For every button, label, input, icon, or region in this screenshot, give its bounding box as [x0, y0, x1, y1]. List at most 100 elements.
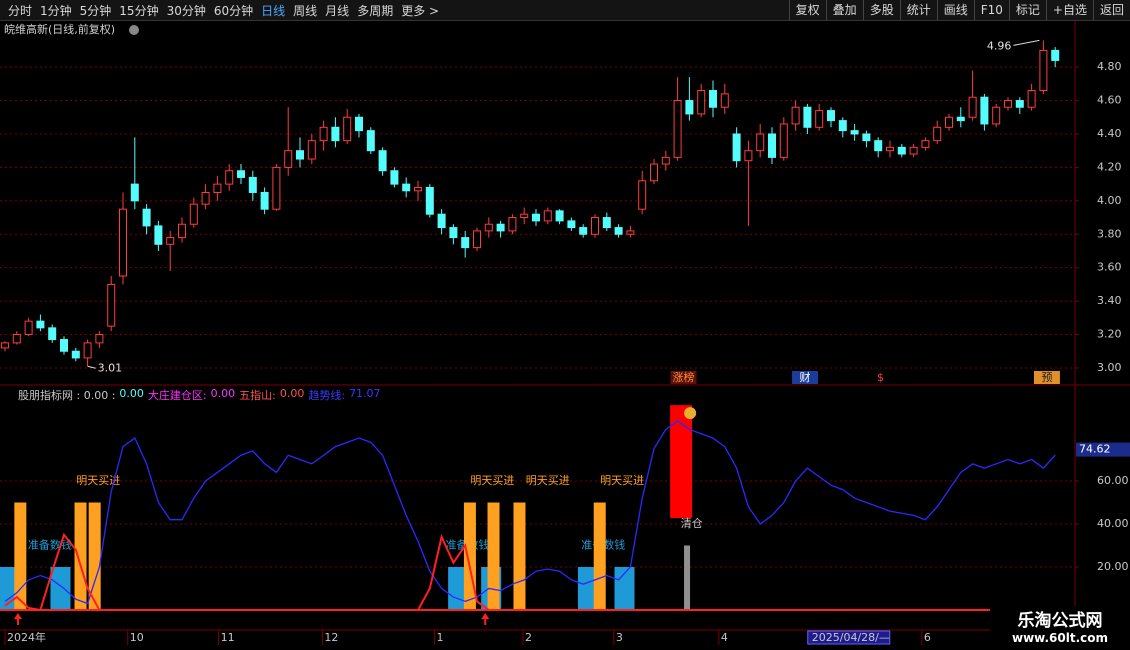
candle-body	[1027, 90, 1036, 108]
y-tick-label: 4.60	[1097, 94, 1122, 107]
candle-body	[331, 126, 340, 142]
tool-button[interactable]: 返回	[1092, 0, 1130, 20]
period-tab[interactable]: 5分钟	[79, 3, 112, 18]
tool-button[interactable]: 画线	[936, 0, 974, 20]
candle-body	[130, 183, 139, 202]
candle-body	[626, 230, 635, 235]
tool-button[interactable]: 多股	[862, 0, 900, 20]
legend-item: 趋势线:	[308, 389, 346, 402]
x-tick-label: 2024年	[7, 630, 46, 644]
candle-body	[945, 116, 953, 128]
candle-body	[508, 217, 517, 232]
tool-button[interactable]: 标记	[1008, 0, 1046, 20]
candle-body	[473, 230, 481, 249]
signal-bar	[50, 566, 71, 610]
candle-body	[650, 163, 658, 182]
x-tick-label: 12	[324, 631, 338, 644]
candle-body	[909, 146, 918, 155]
candle-body	[803, 106, 812, 128]
watermark: 乐淘公式网 www.60lt.com	[990, 606, 1130, 650]
tool-button[interactable]: F10	[973, 0, 1009, 20]
date-highlight	[807, 630, 891, 645]
annotation-label: 4.96	[987, 39, 1012, 52]
candle-body	[720, 93, 729, 108]
candle-body	[166, 237, 175, 245]
y-tick-label: 4.40	[1097, 127, 1122, 140]
candle-body	[189, 203, 198, 225]
candle-body	[838, 120, 847, 132]
candle-body	[213, 183, 222, 193]
candle-body	[12, 334, 21, 344]
candle-body	[260, 191, 269, 210]
candle-body	[355, 116, 363, 132]
period-tab[interactable]: 日线	[261, 3, 286, 18]
candle-body	[956, 116, 965, 122]
candle-body	[402, 183, 411, 192]
legend-item: 0.00	[210, 387, 236, 400]
x-tick-label: 4	[721, 631, 728, 644]
candle-body	[673, 100, 682, 158]
signal-text: 清仓	[681, 516, 703, 530]
candle-body	[119, 208, 127, 277]
signal-text: 准备数钱	[28, 537, 72, 551]
period-tab[interactable]: 60分钟	[213, 3, 254, 18]
candle-body	[24, 320, 33, 336]
tool-button[interactable]: +自选	[1045, 0, 1093, 20]
candle-body	[107, 283, 116, 327]
candle-body	[343, 116, 352, 142]
candle-body	[1, 342, 9, 349]
candle-body	[779, 123, 788, 158]
indicator-line	[4, 532, 1056, 612]
tool-button[interactable]: 统计	[899, 0, 937, 20]
candle-body	[709, 90, 717, 108]
period-tab[interactable]: 分时	[8, 3, 33, 18]
signal-arrow	[13, 612, 22, 625]
y-tick-label: 3.40	[1097, 294, 1122, 307]
x-tick-label: 10	[130, 631, 144, 644]
candle-body	[307, 140, 316, 160]
period-tab[interactable]: 月线	[325, 3, 350, 18]
watermark-url: www.60lt.com	[1011, 631, 1109, 645]
x-tick-label: 11	[221, 631, 235, 644]
x-tick-label: 2	[525, 631, 532, 644]
signal-arrow	[481, 612, 490, 625]
candle-body	[425, 186, 434, 215]
period-tabs: 分时 1分钟 5分钟 15分钟 30分钟 60分钟 日线 周线 月线 多周期 更多 >	[0, 0, 439, 20]
candle-body	[756, 133, 765, 152]
candle-body	[60, 339, 68, 352]
candle-body	[201, 191, 210, 205]
y-tick-label: 20.00	[1097, 560, 1129, 573]
candle-body	[378, 150, 387, 172]
signal-bar	[88, 502, 101, 610]
current-value-bg	[1076, 442, 1130, 457]
indicator-line	[4, 420, 1056, 605]
legend-item: 0.00	[119, 387, 144, 400]
annotation-arrow	[87, 365, 96, 369]
candle-body	[850, 130, 859, 135]
candle-body	[661, 156, 670, 165]
tool-button[interactable]: 叠加	[825, 0, 863, 20]
period-tab[interactable]: 更多 >	[401, 3, 440, 18]
candle-body	[437, 213, 446, 229]
gray-bar	[684, 545, 691, 610]
candle-body	[579, 227, 588, 235]
tool-button[interactable]: 复权	[788, 0, 826, 20]
candle-body	[83, 342, 92, 359]
candle-body	[933, 126, 942, 142]
signal-text: 明天买进	[470, 474, 514, 487]
event-marker: $	[877, 371, 884, 384]
candle-body	[71, 350, 80, 359]
period-tab[interactable]: 30分钟	[166, 3, 206, 18]
period-tab[interactable]: 周线	[293, 3, 318, 18]
legend-item: 五指山:	[239, 389, 276, 402]
y-tick-label: 4.00	[1097, 194, 1122, 207]
candle-body	[555, 210, 564, 222]
period-tab[interactable]: 1分钟	[40, 3, 72, 18]
event-marker-bg	[1033, 371, 1060, 384]
candle-body	[461, 237, 470, 249]
candle-body	[142, 208, 151, 227]
signal-bar	[463, 502, 476, 610]
period-tab[interactable]: 15分钟	[119, 3, 159, 18]
y-tick-label: 3.20	[1097, 328, 1122, 341]
period-tab[interactable]: 多周期	[357, 3, 394, 18]
